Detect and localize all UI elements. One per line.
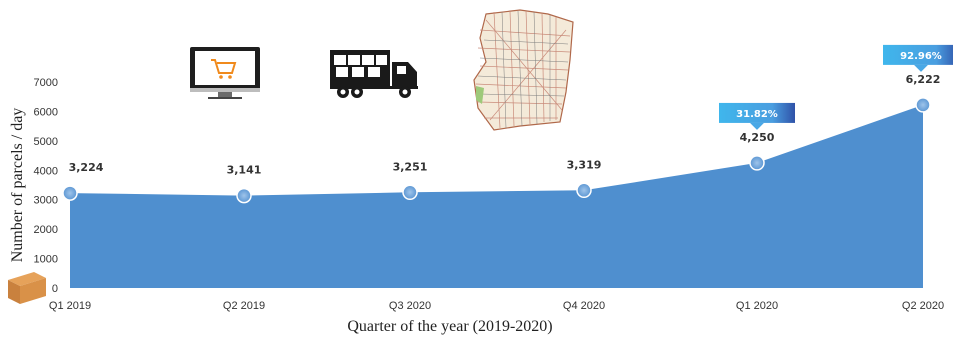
data-point — [915, 97, 931, 113]
city-map-icon — [473, 9, 574, 131]
computer-cart-icon — [190, 47, 260, 99]
data-label: 6,222 — [906, 73, 941, 86]
x-tick-label: Q2 2019 — [223, 300, 265, 312]
delivery-truck-icon — [330, 50, 418, 98]
callout-pointer — [914, 64, 928, 72]
area-series — [62, 97, 931, 289]
y-tick-label: 6000 — [34, 106, 58, 118]
callout-pointer — [750, 122, 764, 130]
data-label: 3,224 — [69, 161, 104, 174]
x-tick-label: Q1 2020 — [736, 300, 778, 312]
y-tick-label: 3000 — [34, 195, 58, 207]
data-label: 3,141 — [227, 164, 262, 177]
data-label: 4,250 — [740, 131, 775, 144]
x-tick-label: Q4 2020 — [563, 300, 605, 312]
y-tick-label: 7000 — [34, 77, 58, 89]
data-labels: 3,224 3,141 3,251 3,319 4,250 6,222 — [69, 73, 941, 177]
callout-box — [719, 102, 795, 123]
callout-text: 92.96% — [900, 51, 942, 62]
x-axis: Q1 2019 Q2 2019 Q3 2020 Q4 2020 Q1 2020 Q2 20… — [49, 300, 944, 312]
callout-text: 31.82% — [736, 109, 778, 120]
callouts: 31.82% 92.96% — [719, 44, 953, 130]
data-point — [62, 185, 78, 201]
y-axis-title: Number of parcels / day — [9, 108, 26, 263]
data-label: 3,251 — [393, 160, 428, 173]
data-point — [236, 187, 252, 204]
y-tick-label: 0 — [52, 283, 58, 295]
x-tick-label: Q3 2020 — [389, 300, 431, 312]
data-point — [749, 155, 765, 171]
data-point — [402, 184, 418, 201]
y-axis: 0 1000 2000 3000 4000 5000 6000 7000 — [34, 77, 58, 295]
x-axis-title: Quarter of the year (2019-2020) — [347, 318, 552, 335]
y-tick-label: 2000 — [34, 224, 58, 236]
data-point — [576, 182, 592, 199]
x-tick-label: Q1 2019 — [49, 300, 91, 312]
y-tick-label: 1000 — [34, 254, 58, 266]
y-tick-label: 5000 — [34, 136, 58, 148]
y-tick-label: 4000 — [34, 165, 58, 177]
callout-badge: 92.96% — [883, 44, 953, 72]
callout-badge: 31.82% — [719, 102, 795, 130]
data-label: 3,319 — [567, 158, 602, 171]
x-tick-label: Q2 2020 — [902, 300, 944, 312]
callout-box — [883, 44, 953, 65]
area-fill — [70, 104, 923, 289]
parcel-box-icon — [8, 272, 46, 304]
